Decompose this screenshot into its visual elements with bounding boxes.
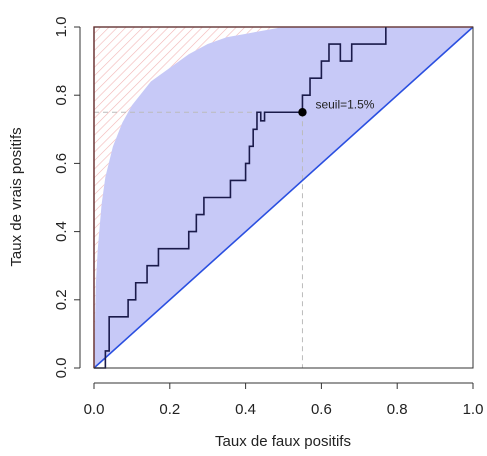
y-axis-title: Taux de vrais positifs [8,127,25,266]
x-tick-label: 0.8 [387,401,408,418]
x-tick-label: 0.4 [235,401,256,418]
plot-frame [93,26,474,369]
threshold-point [298,108,307,117]
x-tick-label: 0.0 [84,401,105,418]
y-tick-label: 0.2 [53,289,70,310]
x-axis-title: Taux de faux positifs [215,433,351,450]
hatched-region [94,27,473,368]
y-tick-label: 0.8 [53,85,70,106]
y-tick-label: 0.6 [53,153,70,174]
chance-diagonal-line [93,26,474,369]
x-tick-label: 1.0 [463,401,484,418]
threshold-label: seuil=1.5% [315,97,374,111]
y-tick-label: 1.0 [53,17,70,38]
roc-step-curve [94,27,387,369]
y-tick-label: 0.0 [53,358,70,379]
x-tick-label: 0.2 [159,401,180,418]
x-tick-label: 0.6 [311,401,332,418]
y-tick-label: 0.4 [53,221,70,242]
